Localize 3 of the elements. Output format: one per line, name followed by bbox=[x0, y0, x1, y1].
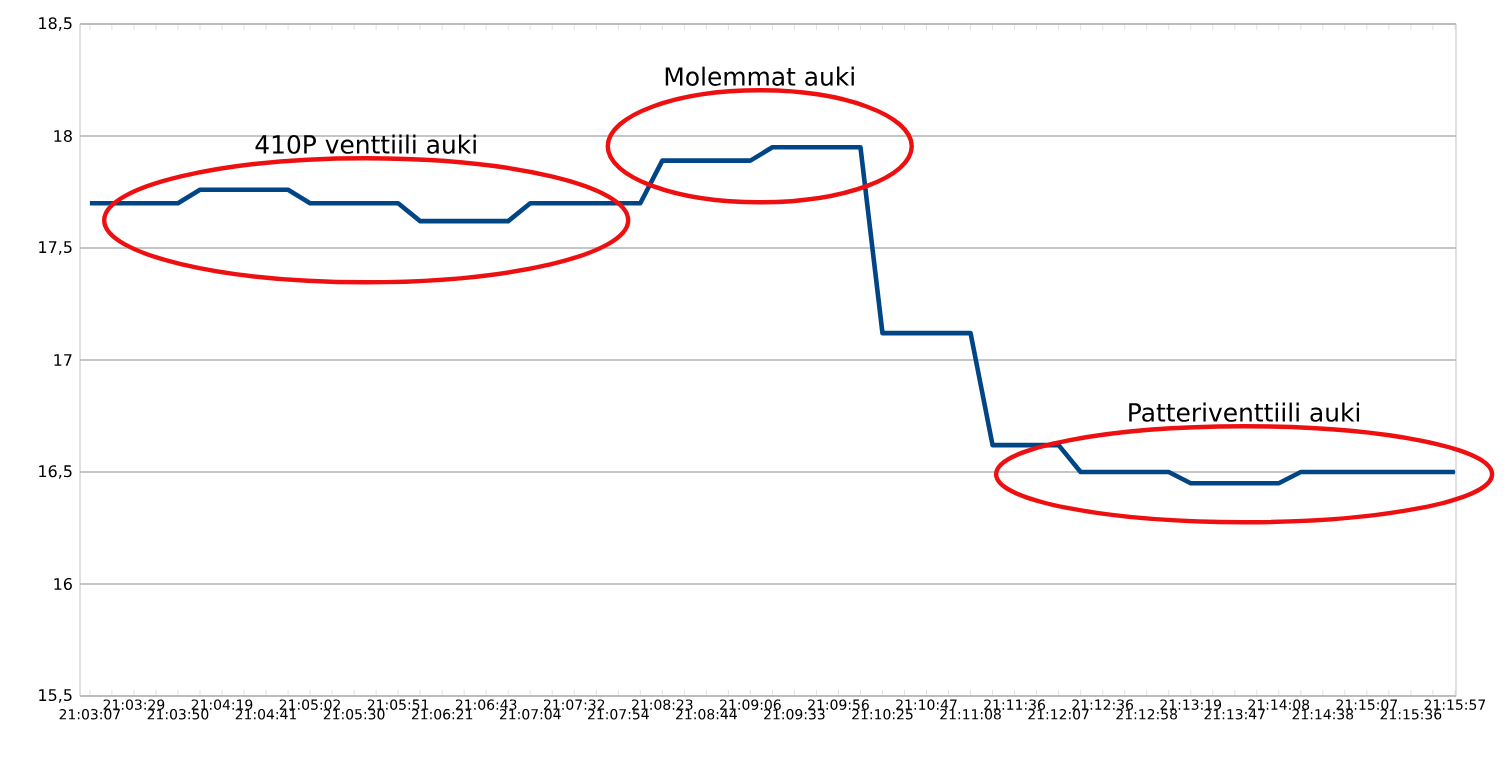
annotation: Molemmat auki bbox=[665, 66, 854, 86]
annotation: 410P venttiili auki bbox=[255, 134, 476, 154]
annotation: Patteriventtiili auki bbox=[1129, 402, 1360, 422]
